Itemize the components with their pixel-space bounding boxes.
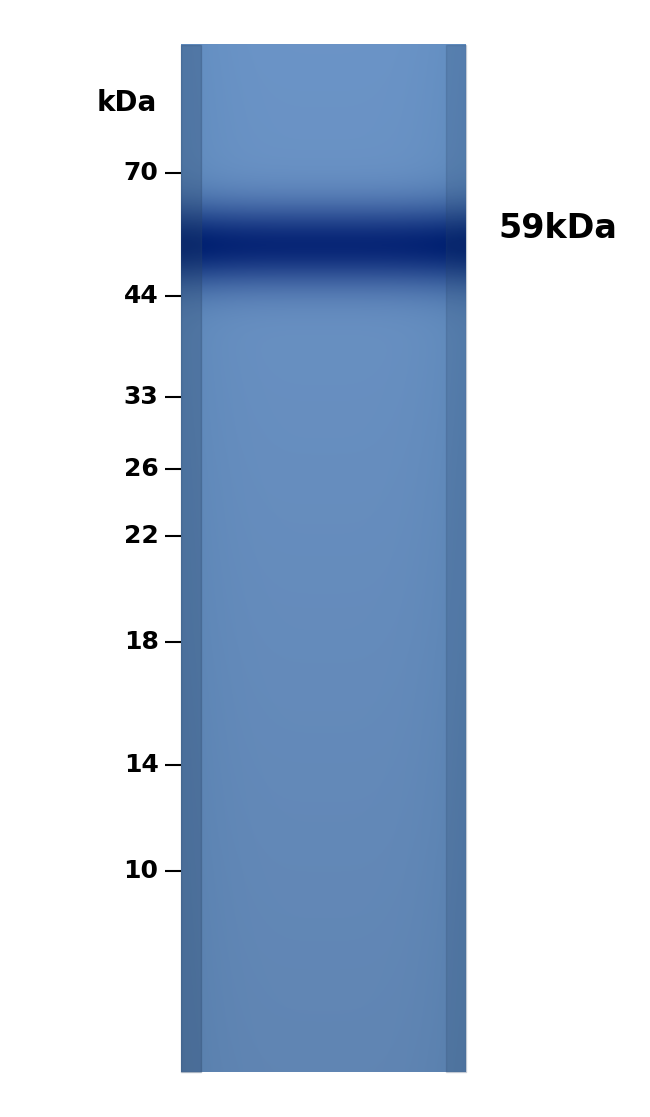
Text: kDa: kDa bbox=[97, 89, 157, 117]
Text: 26: 26 bbox=[124, 457, 159, 481]
Text: 70: 70 bbox=[124, 161, 159, 185]
Text: 14: 14 bbox=[124, 753, 159, 777]
Text: 33: 33 bbox=[124, 384, 159, 409]
Text: 18: 18 bbox=[124, 630, 159, 655]
Text: 44: 44 bbox=[124, 284, 159, 308]
Text: 59kDa: 59kDa bbox=[498, 212, 617, 246]
Text: 10: 10 bbox=[124, 859, 159, 884]
Text: 22: 22 bbox=[124, 524, 159, 548]
